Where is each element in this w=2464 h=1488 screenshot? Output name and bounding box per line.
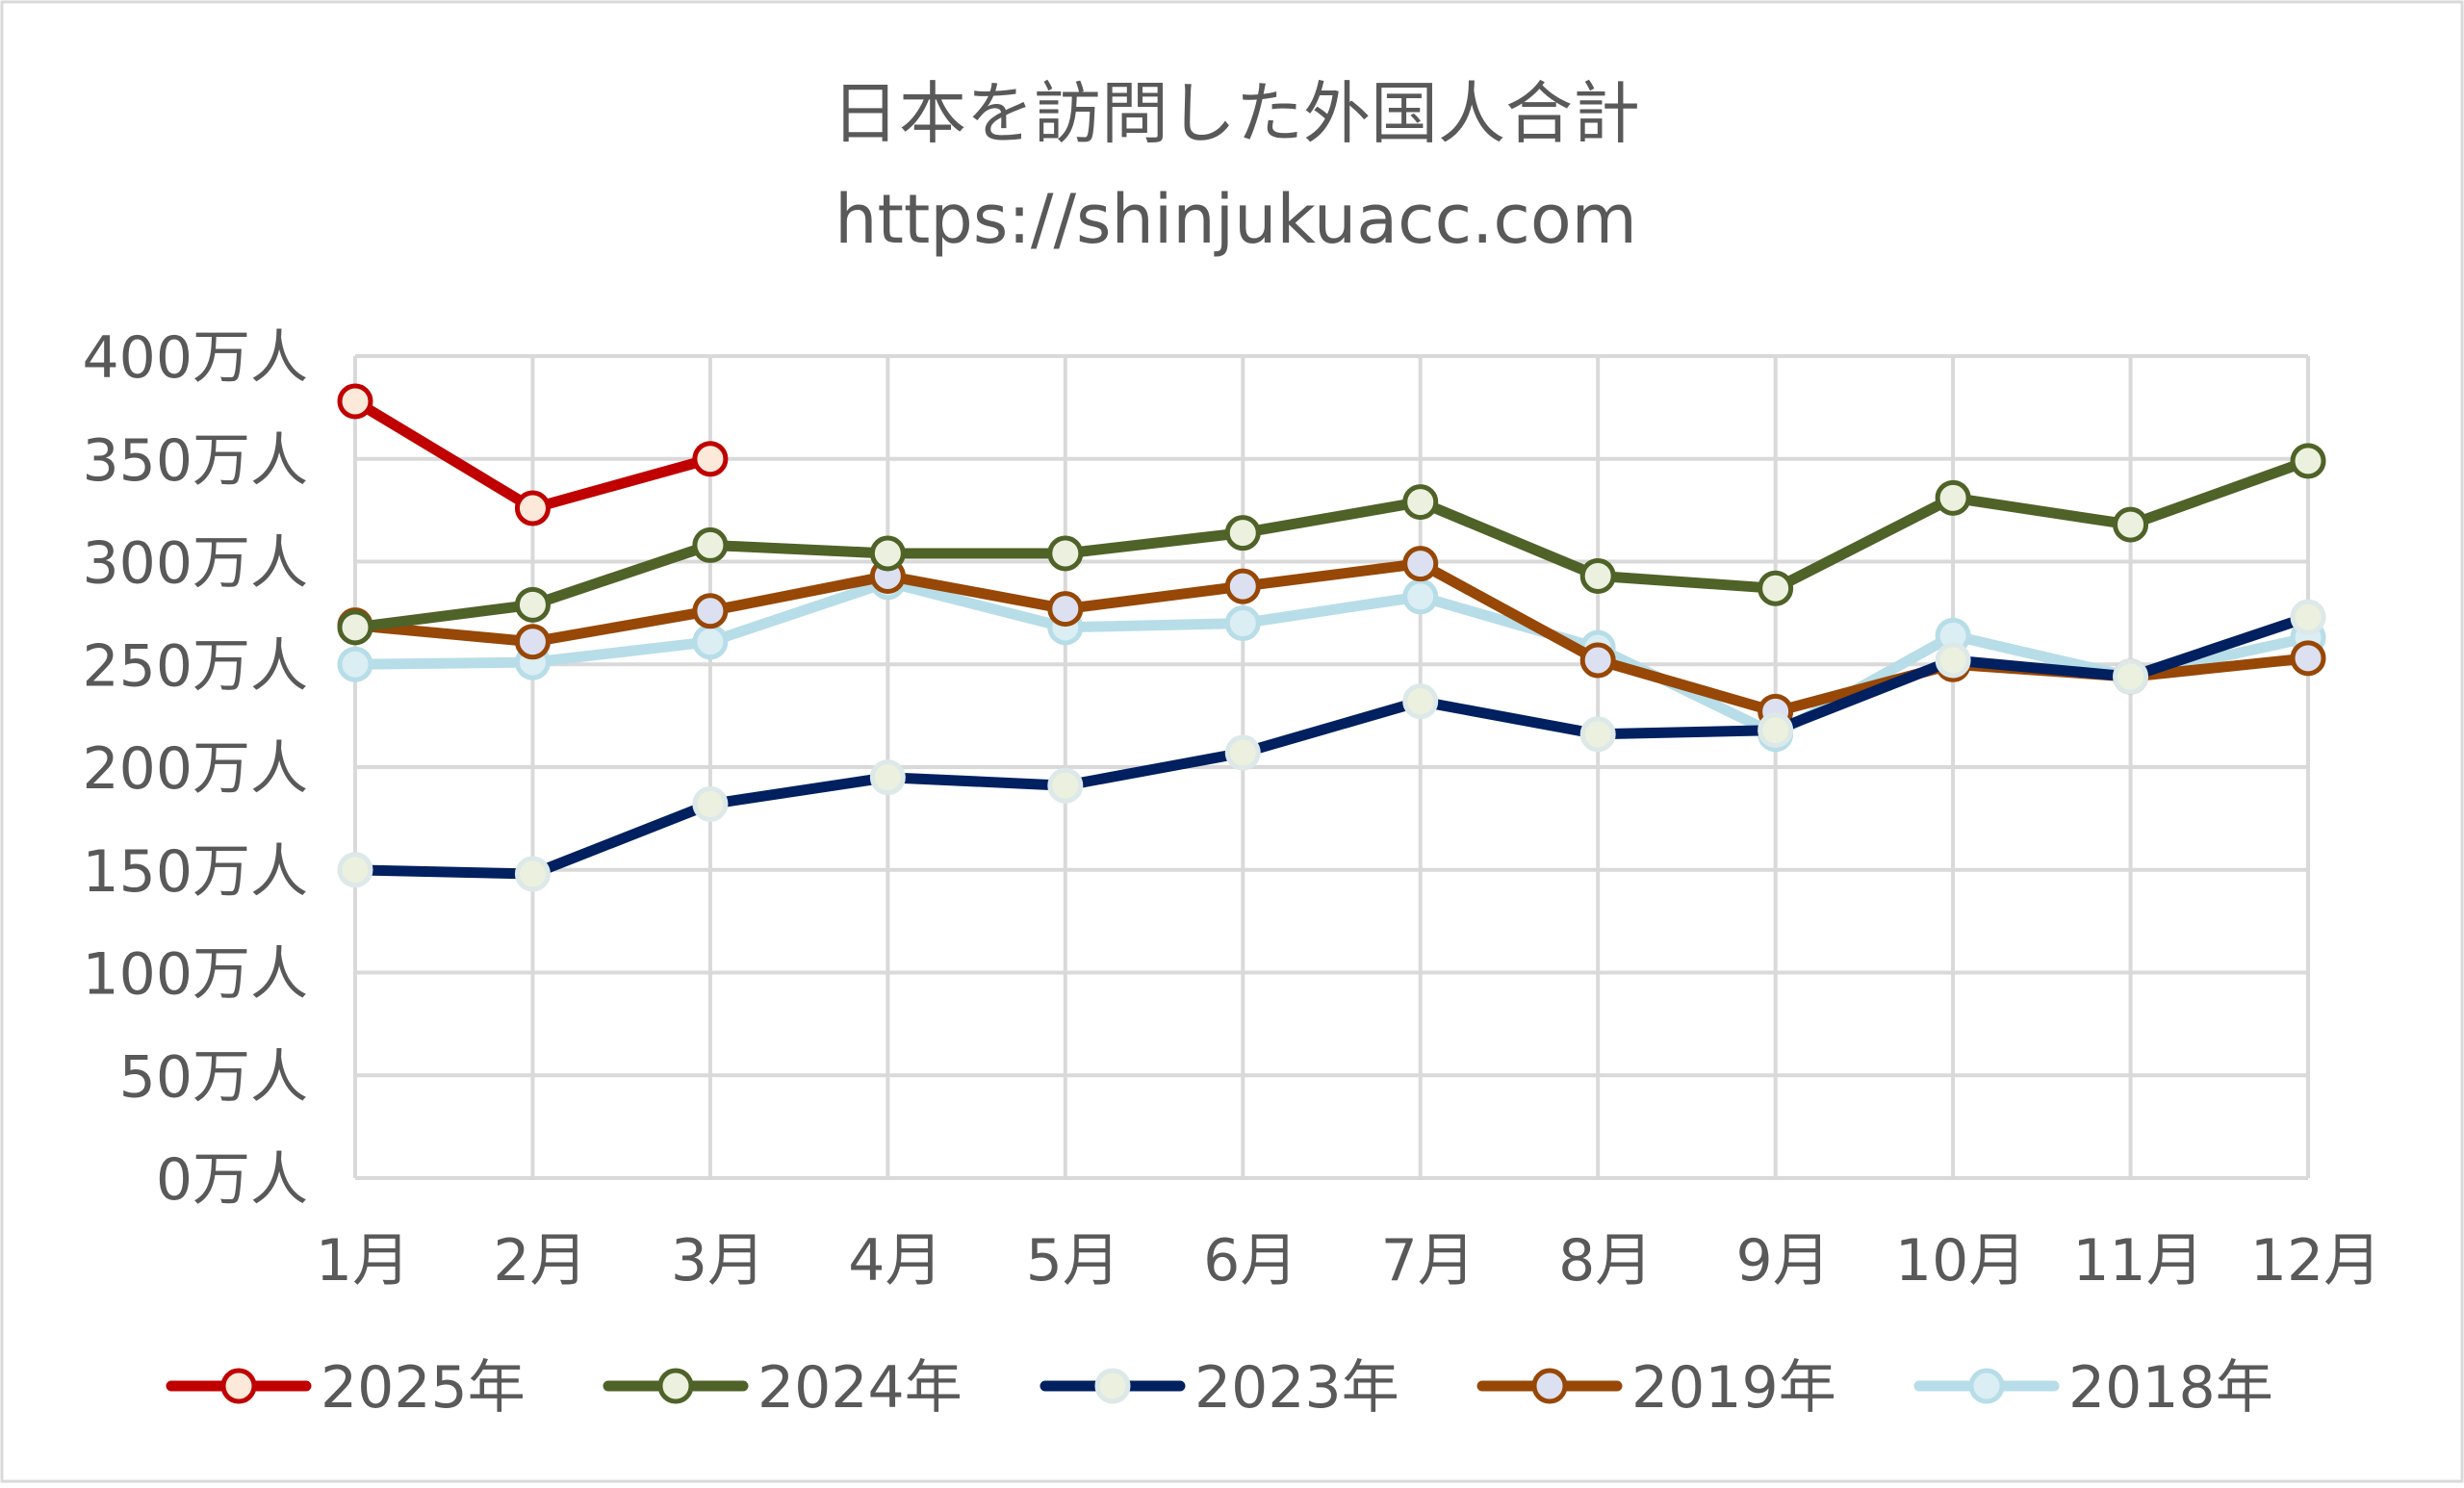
x-axis-tick-labels: 1月 2月 3月 4月 5月 6月 7月 8月 9月 10月 11月 12月 xyxy=(316,1227,2381,1295)
legend-swatch-marker xyxy=(1531,1368,1568,1404)
data-point xyxy=(2290,640,2326,677)
legend-item: 2018年 xyxy=(1913,1354,2273,1422)
y-tick-label: 200万人 xyxy=(82,735,308,803)
x-tick-label: 9月 xyxy=(1736,1227,1831,1295)
y-tick-label: 300万人 xyxy=(82,530,308,598)
data-point xyxy=(869,759,906,796)
x-tick-label: 2月 xyxy=(493,1227,587,1295)
data-point xyxy=(1047,767,1084,804)
data-point xyxy=(1224,605,1261,642)
data-point xyxy=(1047,535,1084,572)
x-tick-label: 10月 xyxy=(1895,1227,2026,1295)
legend-item: 2024年 xyxy=(603,1354,962,1422)
chart-subtitle: https://shinjukuacc.com xyxy=(834,180,1637,259)
data-point xyxy=(1758,712,1794,749)
data-point xyxy=(2113,658,2149,695)
x-tick-label: 6月 xyxy=(1203,1227,1297,1295)
legend-swatch-marker xyxy=(220,1368,257,1404)
data-point xyxy=(692,624,729,660)
data-point xyxy=(1579,557,1616,594)
data-point xyxy=(337,383,373,420)
legend-item: 2019年 xyxy=(1476,1354,1836,1422)
data-point xyxy=(1402,546,1439,582)
data-point xyxy=(514,490,551,526)
legend-swatch-marker xyxy=(1094,1368,1131,1404)
data-point xyxy=(692,526,729,563)
data-point xyxy=(337,609,373,646)
data-point xyxy=(1402,578,1439,615)
data-point xyxy=(514,624,551,660)
legend-item: 2025年 xyxy=(166,1354,526,1422)
data-point xyxy=(1402,683,1439,720)
series-lines xyxy=(337,383,2326,892)
series-line xyxy=(349,577,2314,740)
series-group xyxy=(337,443,2326,646)
data-point xyxy=(869,535,906,572)
y-tick-label: 250万人 xyxy=(82,632,308,700)
x-tick-label: 12月 xyxy=(2250,1227,2381,1295)
x-tick-label: 11月 xyxy=(2072,1227,2203,1295)
data-point xyxy=(1935,642,1971,679)
data-point xyxy=(692,593,729,629)
y-tick-label: 150万人 xyxy=(82,838,308,906)
data-point xyxy=(1224,568,1261,604)
x-tick-label: 4月 xyxy=(848,1227,942,1295)
data-point xyxy=(1579,716,1616,753)
data-point xyxy=(514,586,551,623)
data-point xyxy=(2113,506,2149,543)
x-tick-label: 8月 xyxy=(1558,1227,1653,1295)
series-line xyxy=(349,611,2314,880)
data-point xyxy=(514,856,551,892)
data-point xyxy=(1224,515,1261,552)
legend-label: 2018年 xyxy=(2068,1354,2273,1422)
y-tick-label: 100万人 xyxy=(82,941,308,1009)
x-tick-label: 7月 xyxy=(1381,1227,1476,1295)
legend-swatch-marker xyxy=(657,1368,694,1404)
data-point xyxy=(692,785,729,822)
y-tick-label: 400万人 xyxy=(82,324,308,392)
y-tick-label: 50万人 xyxy=(119,1043,308,1111)
series-line xyxy=(349,455,2314,633)
legend: 2025年 2024年 2023年 2019年 2018年 xyxy=(166,1354,2273,1422)
legend-item: 2023年 xyxy=(1040,1354,1399,1422)
y-tick-label: 350万人 xyxy=(82,427,308,495)
data-point xyxy=(1047,591,1084,628)
data-point xyxy=(337,646,373,682)
legend-swatch-marker xyxy=(1968,1368,2005,1404)
series-group xyxy=(337,383,729,526)
legend-label: 2025年 xyxy=(321,1354,526,1422)
data-point xyxy=(337,852,373,888)
y-tick-label: 0万人 xyxy=(156,1146,308,1214)
data-point xyxy=(692,441,729,477)
x-tick-label: 5月 xyxy=(1026,1227,1120,1295)
data-point xyxy=(2290,599,2326,635)
x-tick-label: 3月 xyxy=(671,1227,765,1295)
legend-label: 2019年 xyxy=(1631,1354,1836,1422)
data-point xyxy=(1758,570,1794,606)
data-point xyxy=(1579,642,1616,679)
data-point xyxy=(1224,734,1261,771)
data-point xyxy=(2290,443,2326,479)
data-point xyxy=(1935,479,1971,516)
series-group xyxy=(337,599,2326,892)
chart-title: 日本を訪問した外国人合計 xyxy=(832,74,1640,153)
y-axis-tick-labels: 0万人 50万人 100万人 150万人 200万人 250万人 300万人 350万人 400… xyxy=(82,324,308,1214)
x-tick-label: 1月 xyxy=(316,1227,410,1295)
legend-label: 2023年 xyxy=(1194,1354,1399,1422)
data-point xyxy=(1402,484,1439,521)
legend-label: 2024年 xyxy=(757,1354,962,1422)
